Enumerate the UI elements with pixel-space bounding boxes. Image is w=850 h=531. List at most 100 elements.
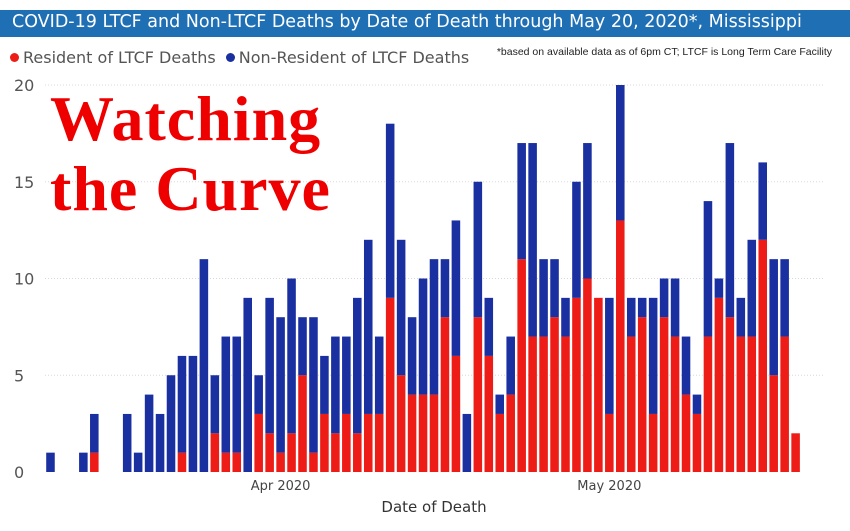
bar-non-ltcf [725,143,735,318]
bar-ltcf [254,413,263,472]
overlay-line-2: the Curve [50,153,331,224]
bar-ltcf [473,317,483,472]
bar-non-ltcf [758,162,768,240]
legend: Resident of LTCF Deaths Non-Resident of … [10,46,479,68]
bar-ltcf [429,394,439,472]
x-tick-label: Apr 2020 [251,479,311,494]
bar-non-ltcf [188,355,198,472]
bar-ltcf [396,375,406,472]
bar-non-ltcf [374,336,384,414]
bar-non-ltcf [616,85,625,221]
bar-ltcf [714,297,724,472]
bar-ltcf [626,336,636,472]
bar-non-ltcf [177,355,187,453]
bar-ltcf [594,297,603,472]
bar-ltcf [616,220,625,472]
bar-non-ltcf [429,259,439,395]
bar-ltcf [758,239,768,472]
bar-non-ltcf [232,336,242,453]
legend-label-non-ltcf: Non-Resident of LTCF Deaths [238,47,470,67]
bar-ltcf [484,355,494,472]
y-tick-label: 5 [14,366,24,385]
bar-non-ltcf [342,336,351,414]
bar-non-ltcf [484,297,494,356]
bar-ltcf [769,375,778,472]
bar-non-ltcf [670,278,680,337]
bar-non-ltcf [276,317,285,453]
bar-ltcf [681,394,691,472]
bar-ltcf [725,317,735,472]
bar-non-ltcf [473,181,483,318]
bar-non-ltcf [210,375,220,434]
bar-non-ltcf [331,336,340,434]
bar-non-ltcf [703,201,713,337]
bar-non-ltcf [605,297,614,414]
bar-ltcf [539,336,548,472]
bar-non-ltcf [221,336,231,453]
bar-ltcf [177,452,187,472]
bar-ltcf [659,317,669,472]
bar-ltcf [791,433,800,472]
bar-non-ltcf [46,452,55,472]
bar-non-ltcf [572,181,581,298]
legend-item-ltcf: Resident of LTCF Deaths [10,48,216,67]
watching-the-curve-overlay: Watching the Curve [50,84,331,224]
x-tick-label: May 2020 [577,479,641,494]
bar-non-ltcf [747,239,757,337]
bar-ltcf [670,336,680,472]
bar-ltcf [342,413,351,472]
bar-non-ltcf [769,259,778,376]
bar-ltcf [550,317,559,472]
bar-ltcf [440,317,450,472]
bar-ltcf [648,413,658,472]
bar-ltcf [506,394,515,472]
bar-non-ltcf [396,239,406,376]
bar-ltcf [572,297,581,472]
bar-non-ltcf [254,375,263,414]
bar-non-ltcf [133,452,143,472]
chart-title: COVID-19 LTCF and Non-LTCF Deaths by Dat… [12,12,802,32]
bar-non-ltcf [407,317,417,395]
legend-swatch-non-ltcf [225,52,235,62]
bar-non-ltcf [155,413,165,472]
bar-non-ltcf [451,220,461,356]
bar-ltcf [363,413,373,472]
bar-ltcf [90,452,99,472]
overlay-line-1: Watching [50,83,322,154]
bar-ltcf [353,433,362,472]
bar-non-ltcf [363,239,373,414]
bar-non-ltcf [462,413,472,472]
bar-ltcf [561,336,570,472]
bar-non-ltcf [309,317,318,453]
bar-non-ltcf [418,278,428,395]
bar-ltcf [583,278,592,472]
bar-ltcf [703,336,713,472]
bar-non-ltcf [648,297,658,414]
bar-ltcf [780,336,789,472]
y-tick-label: 0 [14,463,24,482]
bar-ltcf [407,394,417,472]
bar-non-ltcf [528,143,537,337]
bar-non-ltcf [681,336,691,395]
bar-non-ltcf [539,259,548,337]
bar-ltcf [276,452,285,472]
bar-ltcf [232,452,242,472]
bar-ltcf [517,259,526,472]
bar-non-ltcf [714,278,724,298]
bar-non-ltcf [265,297,274,434]
bar-non-ltcf [298,317,307,376]
y-tick-label: 10 [14,270,34,289]
bar-non-ltcf [506,336,515,395]
bar-ltcf [374,413,384,472]
bar-ltcf [692,413,702,472]
x-axis-label: Date of Death [381,498,486,516]
bar-ltcf [320,413,329,472]
bar-non-ltcf [550,259,559,318]
legend-item-non-ltcf: Non-Resident of LTCF Deaths [225,47,470,67]
bar-ltcf [385,297,395,472]
bar-non-ltcf [144,394,154,472]
bar-non-ltcf [353,297,362,434]
bar-non-ltcf [692,394,702,414]
bar-ltcf [265,433,274,472]
